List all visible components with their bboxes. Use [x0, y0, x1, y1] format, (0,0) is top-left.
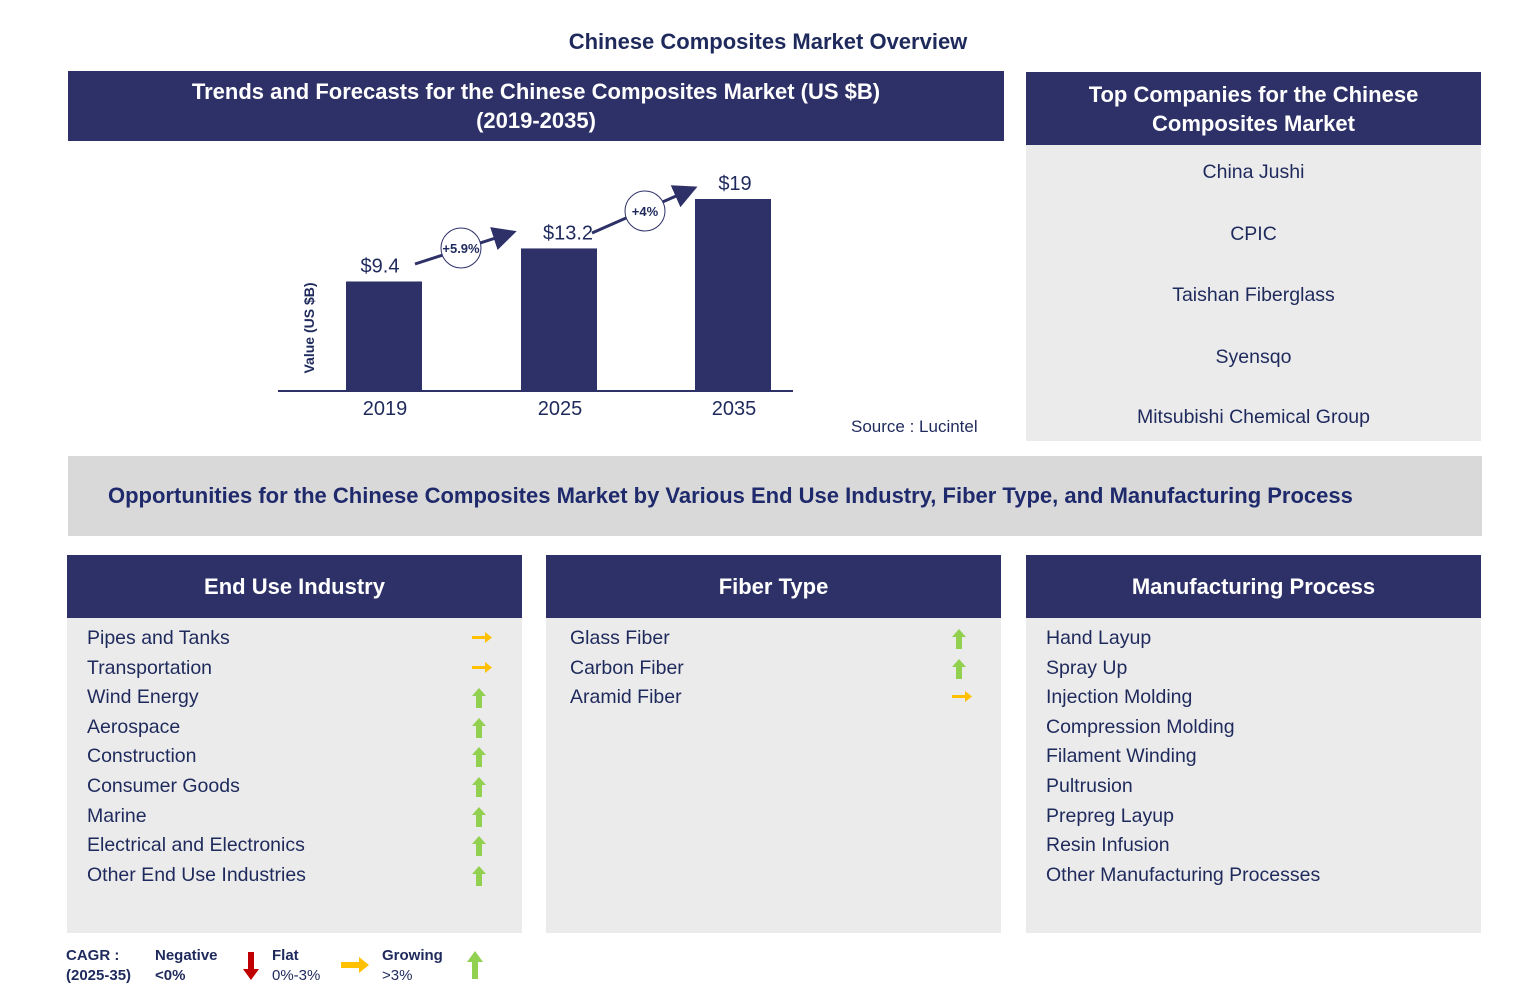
segment-item: Marine [87, 804, 147, 827]
segment-header: End Use Industry [67, 555, 522, 618]
arrow-up-icon [472, 777, 486, 797]
legend-flat-range: 0%-3% [272, 967, 321, 984]
data-label: $13.2 [543, 222, 593, 244]
legend-cagr-period: (2025-35) [66, 967, 132, 984]
company-item: China Jushi [1202, 161, 1305, 183]
segment-panel [1026, 618, 1481, 933]
legend-growing-label: Growing [382, 947, 443, 964]
segment-panel [546, 618, 1001, 933]
segment-item: Wind Energy [87, 686, 199, 709]
cagr-label: +4% [632, 204, 659, 219]
companies-header: Top Companies for the Chinese Composites… [1026, 72, 1481, 145]
segment-item: Electrical and Electronics [87, 834, 305, 857]
segment-item: Carbon Fiber [570, 656, 684, 679]
company-item: Syensqo [1215, 346, 1292, 368]
segment-item: Prepreg Layup [1046, 804, 1174, 827]
company-item: Taishan Fiberglass [1172, 284, 1335, 306]
segment-title: Fiber Type [718, 574, 829, 599]
segment-item: Consumer Goods [87, 775, 240, 797]
y-axis-label: Value (US $B) [301, 282, 317, 373]
legend-growing: Growing >3% [382, 946, 443, 986]
data-label: $19 [718, 173, 751, 195]
companies-title-2: Composites Market [1152, 110, 1355, 136]
arrow-right-icon [472, 661, 492, 673]
segment-panel [67, 618, 522, 933]
segment-item: Hand Layup [1046, 627, 1152, 649]
legend-negative-label: Negative [155, 947, 218, 964]
legend-growing-range: >3% [382, 967, 413, 984]
arrow-right-icon [472, 632, 492, 643]
segment-item: Injection Molding [1046, 686, 1193, 709]
segment-item: Filament Winding [1046, 745, 1197, 768]
bar-2025 [521, 248, 597, 391]
segment-item: Pipes and Tanks [87, 627, 230, 649]
legend-cagr: CAGR : (2025-35) [66, 946, 131, 986]
arrow-up-icon [952, 629, 966, 649]
segment-item: Other Manufacturing Processes [1046, 863, 1321, 886]
company-item: Mitsubishi Chemical Group [1136, 406, 1370, 428]
segment-item: Aerospace [87, 715, 181, 738]
arrow-up-icon [467, 951, 483, 979]
arrow-up-icon [472, 806, 486, 827]
segment-item: Transportation [87, 656, 213, 679]
cagr-circle [440, 227, 482, 269]
segment-title: End Use Industry [204, 574, 385, 599]
legend-flat-label: Flat [272, 947, 299, 964]
x-tick-label: 2025 [538, 398, 583, 420]
opportunities-banner: Opportunities for the Chinese Composites… [68, 456, 1482, 536]
arrow-right-icon [952, 691, 972, 703]
segment-header: Fiber Type [546, 555, 1001, 618]
legend-negative-range: <0% [155, 967, 186, 984]
legend-negative: Negative <0% [155, 946, 218, 986]
company-item: CPIC [1230, 223, 1277, 245]
legend-cagr-label: CAGR : [66, 947, 120, 964]
companies-title: Top Companies for the Chinese [1088, 81, 1419, 107]
companies-list: China Jushi CPIC Taishan Fiberglass Syen… [1026, 145, 1481, 441]
arrow-up-icon [472, 865, 486, 886]
segment-item: Resin Infusion [1046, 834, 1170, 857]
bar-2035 [695, 199, 771, 391]
segment-item: Compression Molding [1046, 715, 1235, 738]
arrow-up-icon [472, 836, 486, 857]
arrow-up-icon [952, 658, 966, 679]
x-tick-label: 2035 [712, 398, 757, 420]
x-tick-label: 2019 [363, 398, 408, 420]
cagr-label: +5.9% [442, 241, 480, 256]
arrow-up-icon [472, 688, 486, 709]
segment-item: Construction [87, 745, 197, 768]
segment-header: Manufacturing Process [1026, 555, 1481, 618]
arrow-right-icon [341, 957, 369, 973]
segment-item: Aramid Fiber [570, 686, 682, 709]
segment-item: Glass Fiber [570, 627, 670, 649]
arrow-up-icon [472, 717, 486, 738]
cagr-circle [624, 190, 666, 232]
legend-flat: Flat 0%-3% [272, 946, 320, 986]
trends-header: Trends and Forecasts for the Chinese Com… [68, 71, 1004, 141]
arrow-down-icon [243, 952, 259, 980]
bar-chart: Value (US $B) +5.9% +4% $9.4 2019 $13.2 202… [278, 173, 793, 420]
bar-2019 [346, 281, 422, 391]
trends-period: (2019-2035) [476, 108, 596, 133]
page-title: Chinese Composites Market Overview [568, 29, 968, 54]
segment-title: Manufacturing Process [1131, 574, 1376, 599]
segment-item: Pultrusion [1046, 775, 1133, 797]
data-label: $9.4 [361, 255, 400, 277]
segment-item: Other End Use Industries [87, 863, 306, 886]
arrow-up-icon [472, 747, 486, 768]
trends-title: Trends and Forecasts for the Chinese Com… [191, 79, 881, 104]
source-note: Source : Lucintel [851, 417, 978, 436]
segment-item: Spray Up [1046, 656, 1128, 679]
